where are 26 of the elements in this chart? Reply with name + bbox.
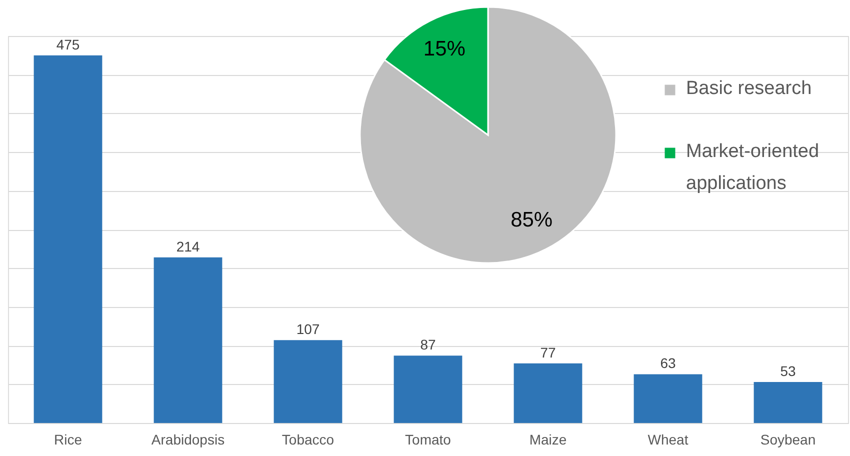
x-tick-label: Soybean (760, 432, 816, 448)
bar (34, 55, 102, 423)
bar (154, 257, 222, 423)
data-label: 475 (56, 36, 80, 52)
bar (754, 382, 822, 423)
bar (514, 363, 582, 423)
x-tick-label: Wheat (648, 432, 688, 448)
legend-label: Basic research (686, 78, 812, 99)
bar (394, 356, 462, 423)
data-label: 15% (423, 37, 466, 60)
data-label: 85% (510, 208, 553, 232)
data-label: 214 (176, 238, 200, 254)
data-label: 63 (660, 355, 676, 372)
bar (634, 374, 702, 423)
x-tick-label: Tomato (405, 432, 452, 448)
pie-slice (359, 6, 617, 264)
data-label: 107 (296, 321, 320, 338)
legend-label: Market-oriented applications (686, 141, 820, 194)
bar (274, 340, 342, 423)
x-tick-label: Rice (54, 432, 82, 448)
data-label: 87 (420, 336, 436, 353)
x-tick-label: Tobacco (282, 432, 334, 448)
data-label: 53 (780, 362, 796, 379)
data-label: 77 (540, 344, 556, 360)
x-tick-label: Maize (529, 432, 567, 448)
x-tick-label: Arabidopsis (151, 432, 225, 448)
